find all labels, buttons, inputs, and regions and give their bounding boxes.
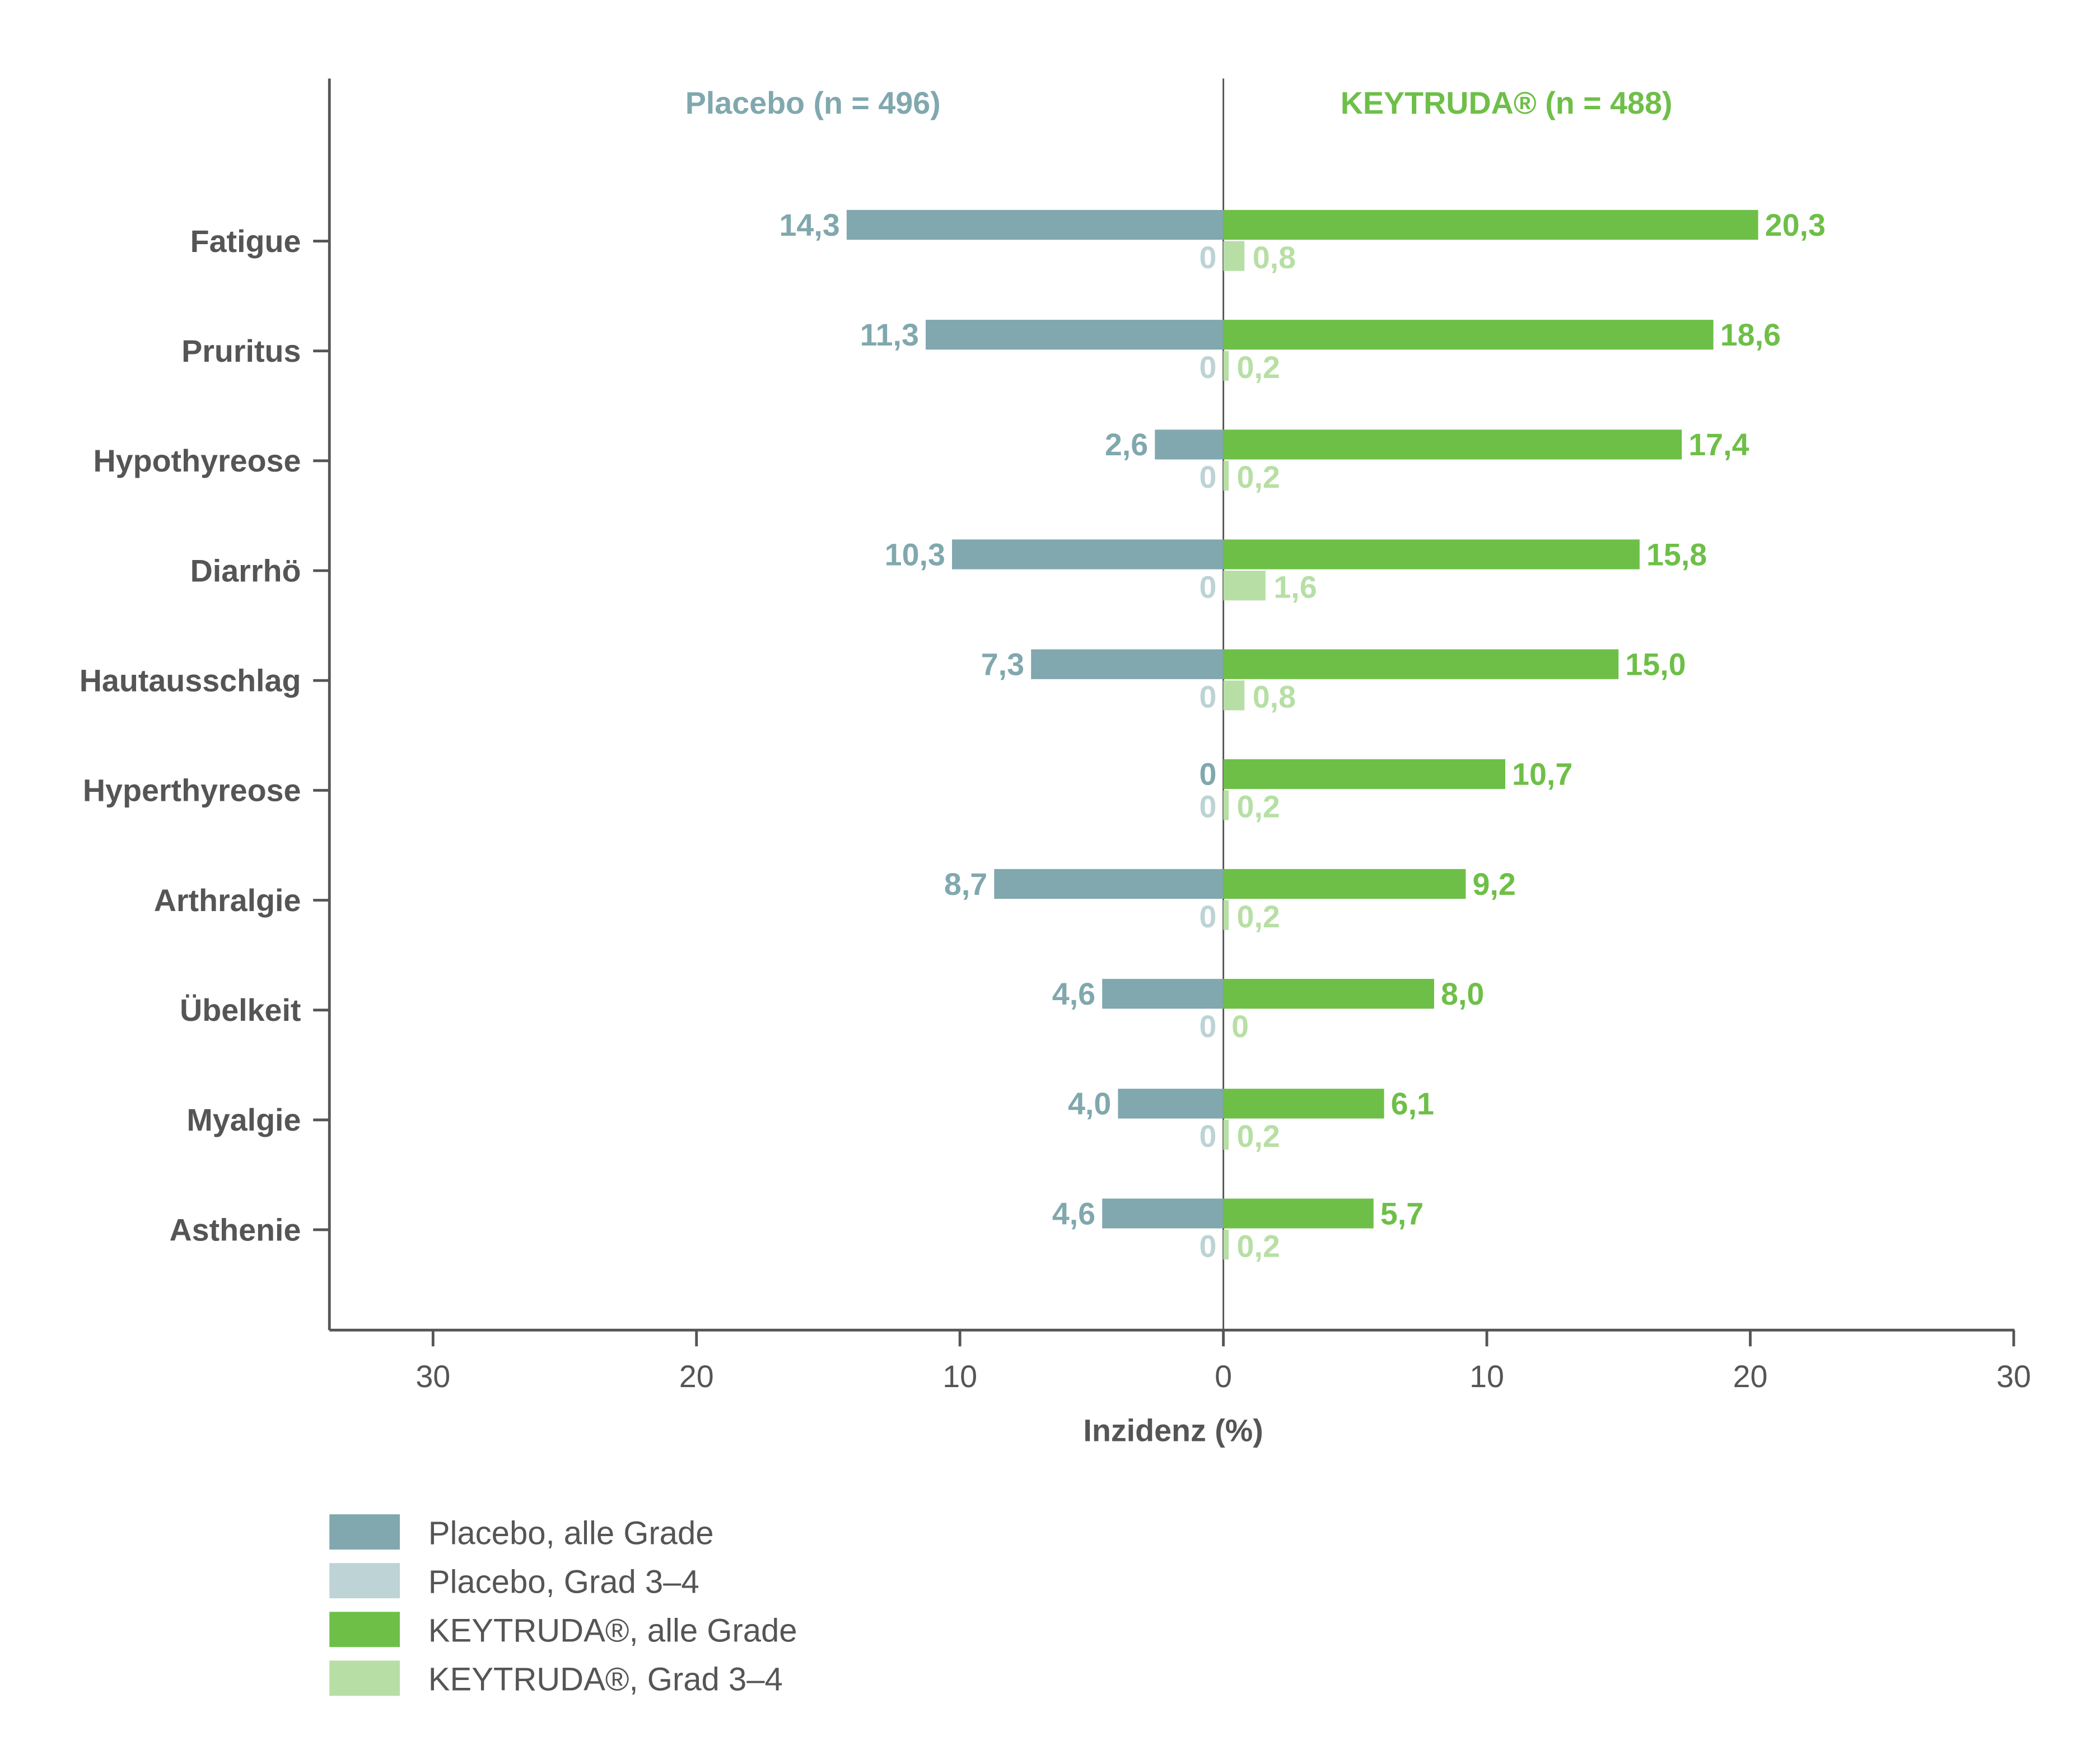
keytruda-grade34-label: 0,2 — [1237, 350, 1280, 385]
keytruda-all-bar — [1223, 649, 1619, 679]
keytruda-all-bar — [1223, 869, 1466, 899]
keytruda-grade34-bar — [1223, 571, 1266, 601]
placebo-group-title: Placebo (n = 496) — [685, 86, 941, 120]
keytruda-grade34-bar — [1223, 900, 1229, 930]
placebo-all-bar — [952, 539, 1224, 570]
placebo-grade34-label: 0 — [1200, 680, 1217, 715]
keytruda-grade34-bar — [1223, 460, 1229, 491]
keytruda-all-label: 10,7 — [1512, 757, 1572, 792]
placebo-all-label: 11,3 — [860, 318, 919, 352]
placebo-all-bar — [1118, 1089, 1224, 1119]
keytruda-grade34-bar — [1223, 241, 1245, 271]
placebo-grade34-label: 0 — [1200, 899, 1217, 934]
placebo-grade34-label: 0 — [1200, 350, 1217, 385]
keytruda-all-label: 8,0 — [1441, 977, 1484, 1011]
placebo-all-bar — [925, 320, 1224, 350]
keytruda-grade34-bar — [1223, 1119, 1229, 1150]
category-label: Myalgie — [186, 1103, 301, 1137]
legend-label: Placebo, Grad 3–4 — [428, 1564, 699, 1600]
placebo-all-label: 14,3 — [780, 208, 840, 242]
keytruda-all-bar — [1223, 1089, 1384, 1119]
keytruda-all-bar — [1223, 539, 1640, 570]
keytruda-group-title: KEYTRUDA® (n = 488) — [1341, 86, 1673, 120]
placebo-all-label: 2,6 — [1105, 427, 1148, 462]
category-label: Hautausschlag — [80, 664, 301, 698]
placebo-all-bar — [994, 869, 1224, 899]
placebo-all-label: 0 — [1200, 757, 1217, 792]
placebo-grade34-label: 0 — [1200, 240, 1217, 275]
placebo-all-bar — [1155, 430, 1224, 460]
keytruda-all-bar — [1223, 1198, 1374, 1229]
keytruda-all-bar — [1223, 430, 1682, 460]
placebo-grade34-label: 0 — [1200, 790, 1217, 824]
keytruda-all-bar — [1223, 759, 1505, 789]
placebo-all-bar — [1102, 979, 1224, 1009]
category-label: Hyperthyreose — [83, 773, 301, 808]
x-tick-label: 30 — [416, 1359, 450, 1394]
category-label: Diarrhö — [190, 553, 301, 588]
keytruda-grade34-bar — [1223, 680, 1245, 711]
x-tick-label: 20 — [679, 1359, 714, 1394]
legend-label: KEYTRUDA®, alle Grade — [428, 1613, 797, 1649]
x-axis-label: Inzidenz (%) — [1083, 1413, 1263, 1448]
keytruda-all-label: 5,7 — [1380, 1196, 1424, 1231]
keytruda-grade34-label: 0,2 — [1237, 899, 1280, 934]
category-label: Pruritus — [181, 334, 301, 368]
keytruda-grade34-bar — [1223, 1229, 1229, 1260]
keytruda-grade34-label: 0,2 — [1237, 460, 1280, 494]
keytruda-all-label: 20,3 — [1765, 208, 1826, 242]
category-label: Hypothyreose — [94, 444, 301, 478]
keytruda-all-label: 15,0 — [1625, 647, 1686, 682]
legend-label: KEYTRUDA®, Grad 3–4 — [428, 1662, 783, 1698]
x-tick-label: 20 — [1733, 1359, 1768, 1394]
legend-label: Placebo, alle Grade — [428, 1515, 714, 1551]
keytruda-grade34-label: 0 — [1231, 1009, 1249, 1044]
keytruda-grade34-bar — [1223, 351, 1229, 381]
category-label: Übelkeit — [180, 993, 301, 1028]
legend-swatch — [329, 1612, 400, 1648]
placebo-all-label: 4,6 — [1052, 1196, 1095, 1231]
keytruda-all-label: 15,8 — [1646, 537, 1707, 572]
placebo-grade34-label: 0 — [1200, 1229, 1217, 1263]
placebo-grade34-label: 0 — [1200, 1009, 1217, 1044]
placebo-all-label: 4,6 — [1052, 977, 1095, 1011]
legend-swatch — [329, 1660, 400, 1696]
plot-area: 30 20 10 0 10 20 30 Fatigue 14,3 0 20,3 0,8 Pruritus… — [80, 78, 2031, 1394]
placebo-grade34-label: 0 — [1200, 570, 1217, 604]
placebo-all-label: 10,3 — [885, 537, 945, 572]
keytruda-grade34-label: 0,8 — [1253, 240, 1296, 275]
x-tick-label: 0 — [1215, 1359, 1232, 1394]
keytruda-all-label: 6,1 — [1391, 1086, 1434, 1121]
placebo-all-label: 7,3 — [981, 647, 1024, 682]
placebo-all-bar — [846, 209, 1224, 240]
keytruda-all-label: 17,4 — [1688, 427, 1749, 462]
category-label: Arthralgie — [154, 883, 301, 918]
legend-swatch — [329, 1514, 400, 1550]
placebo-all-label: 8,7 — [944, 867, 987, 902]
placebo-grade34-label: 0 — [1200, 460, 1217, 494]
keytruda-all-bar — [1223, 320, 1714, 350]
keytruda-grade34-label: 1,6 — [1273, 570, 1317, 604]
keytruda-grade34-bar — [1223, 790, 1229, 820]
keytruda-all-label: 9,2 — [1472, 867, 1515, 902]
placebo-all-bar — [1102, 1198, 1224, 1229]
keytruda-all-bar — [1223, 209, 1758, 240]
category-label: Fatigue — [190, 224, 301, 259]
placebo-all-bar — [1031, 649, 1224, 679]
keytruda-grade34-label: 0,8 — [1253, 680, 1296, 715]
keytruda-all-label: 18,6 — [1720, 318, 1781, 352]
category-label: Asthenie — [170, 1212, 301, 1247]
x-tick-label: 10 — [1469, 1359, 1504, 1394]
legend-swatch — [329, 1563, 400, 1599]
x-tick-label: 30 — [1996, 1359, 2031, 1394]
keytruda-all-bar — [1223, 979, 1434, 1009]
keytruda-grade34-label: 0,2 — [1237, 790, 1280, 824]
keytruda-grade34-label: 0,2 — [1237, 1229, 1280, 1263]
keytruda-grade34-label: 0,2 — [1237, 1119, 1280, 1154]
legend: Placebo, alle Grade Placebo, Grad 3–4 KEYT… — [329, 1514, 797, 1698]
x-tick-label: 10 — [942, 1359, 977, 1394]
placebo-all-label: 4,0 — [1068, 1086, 1111, 1121]
placebo-grade34-label: 0 — [1200, 1119, 1217, 1154]
